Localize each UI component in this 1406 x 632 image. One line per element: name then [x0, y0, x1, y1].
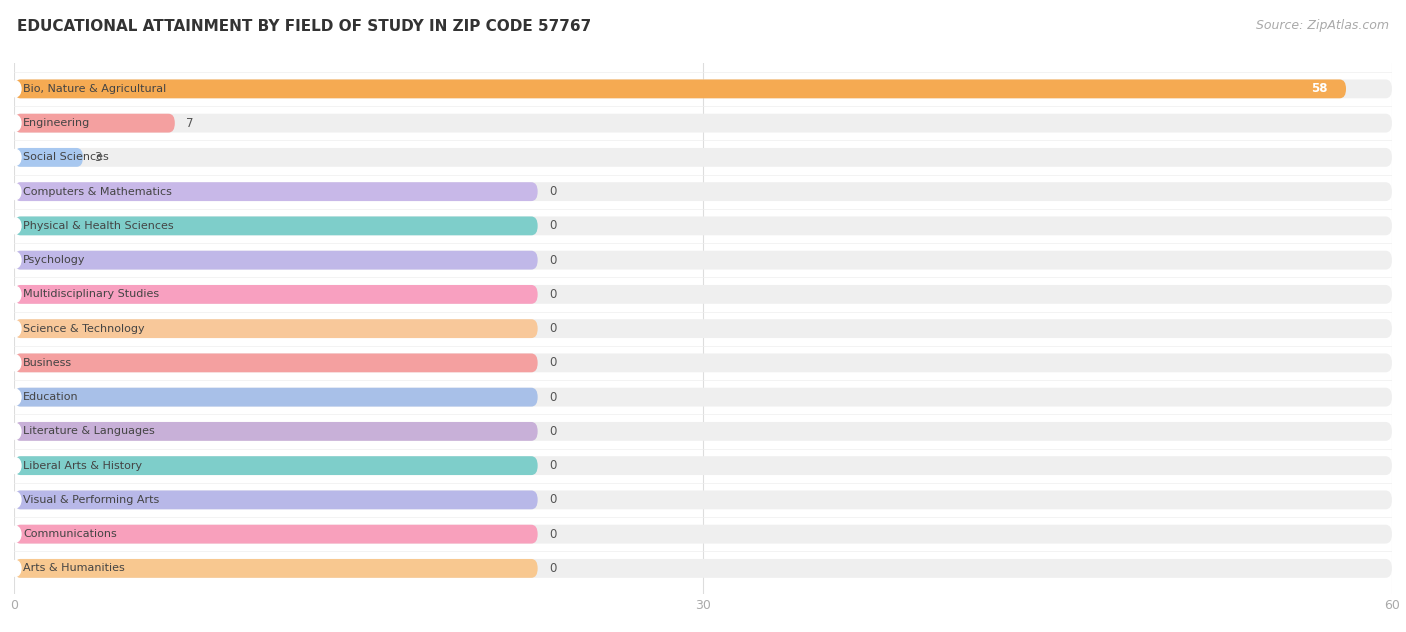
- FancyBboxPatch shape: [14, 525, 537, 544]
- Text: 0: 0: [550, 185, 557, 198]
- Text: EDUCATIONAL ATTAINMENT BY FIELD OF STUDY IN ZIP CODE 57767: EDUCATIONAL ATTAINMENT BY FIELD OF STUDY…: [17, 19, 591, 34]
- FancyBboxPatch shape: [14, 387, 537, 406]
- Text: Liberal Arts & History: Liberal Arts & History: [22, 461, 142, 471]
- Text: Education: Education: [22, 392, 79, 402]
- FancyBboxPatch shape: [14, 217, 537, 235]
- Text: 0: 0: [550, 494, 557, 506]
- Circle shape: [10, 184, 21, 200]
- Circle shape: [10, 252, 21, 268]
- FancyBboxPatch shape: [14, 319, 537, 338]
- Text: 0: 0: [550, 322, 557, 335]
- FancyBboxPatch shape: [14, 80, 1392, 99]
- Text: Bio, Nature & Agricultural: Bio, Nature & Agricultural: [22, 84, 166, 94]
- Text: Visual & Performing Arts: Visual & Performing Arts: [22, 495, 159, 505]
- FancyBboxPatch shape: [14, 353, 1392, 372]
- Text: 7: 7: [186, 117, 194, 130]
- Circle shape: [10, 389, 21, 405]
- FancyBboxPatch shape: [14, 251, 537, 270]
- FancyBboxPatch shape: [14, 80, 1346, 99]
- Text: Arts & Humanities: Arts & Humanities: [22, 563, 125, 573]
- FancyBboxPatch shape: [14, 422, 537, 441]
- Circle shape: [10, 81, 21, 97]
- FancyBboxPatch shape: [14, 456, 1392, 475]
- FancyBboxPatch shape: [14, 114, 1392, 133]
- Text: Physical & Health Sciences: Physical & Health Sciences: [22, 221, 173, 231]
- Circle shape: [10, 458, 21, 473]
- Text: Computers & Mathematics: Computers & Mathematics: [22, 186, 172, 197]
- FancyBboxPatch shape: [14, 490, 537, 509]
- Circle shape: [10, 286, 21, 302]
- FancyBboxPatch shape: [14, 422, 1392, 441]
- FancyBboxPatch shape: [14, 559, 537, 578]
- Circle shape: [10, 355, 21, 371]
- FancyBboxPatch shape: [14, 285, 1392, 304]
- FancyBboxPatch shape: [14, 319, 1392, 338]
- FancyBboxPatch shape: [14, 217, 1392, 235]
- Circle shape: [10, 320, 21, 337]
- FancyBboxPatch shape: [14, 182, 1392, 201]
- FancyBboxPatch shape: [14, 251, 1392, 270]
- Text: Science & Technology: Science & Technology: [22, 324, 145, 334]
- Circle shape: [10, 423, 21, 439]
- Text: 0: 0: [550, 425, 557, 438]
- FancyBboxPatch shape: [14, 353, 537, 372]
- Text: Engineering: Engineering: [22, 118, 90, 128]
- Text: Literature & Languages: Literature & Languages: [22, 427, 155, 436]
- Text: 0: 0: [550, 356, 557, 369]
- FancyBboxPatch shape: [14, 114, 174, 133]
- Text: 3: 3: [94, 151, 101, 164]
- FancyBboxPatch shape: [14, 559, 1392, 578]
- FancyBboxPatch shape: [14, 182, 537, 201]
- Circle shape: [10, 115, 21, 131]
- Text: Communications: Communications: [22, 529, 117, 539]
- FancyBboxPatch shape: [14, 490, 1392, 509]
- Circle shape: [10, 150, 21, 166]
- Circle shape: [10, 526, 21, 542]
- Circle shape: [10, 218, 21, 234]
- Text: 0: 0: [550, 219, 557, 233]
- Text: 0: 0: [550, 459, 557, 472]
- Text: 0: 0: [550, 288, 557, 301]
- FancyBboxPatch shape: [14, 285, 537, 304]
- Text: Social Sciences: Social Sciences: [22, 152, 108, 162]
- Text: Business: Business: [22, 358, 72, 368]
- Text: 0: 0: [550, 391, 557, 404]
- Circle shape: [10, 561, 21, 576]
- Text: 0: 0: [550, 562, 557, 575]
- FancyBboxPatch shape: [14, 148, 1392, 167]
- FancyBboxPatch shape: [14, 456, 537, 475]
- FancyBboxPatch shape: [14, 525, 1392, 544]
- Text: 58: 58: [1312, 82, 1327, 95]
- FancyBboxPatch shape: [14, 148, 83, 167]
- Circle shape: [10, 492, 21, 507]
- Text: Psychology: Psychology: [22, 255, 86, 265]
- Text: 0: 0: [550, 253, 557, 267]
- Text: Source: ZipAtlas.com: Source: ZipAtlas.com: [1256, 19, 1389, 32]
- Text: 0: 0: [550, 528, 557, 540]
- FancyBboxPatch shape: [14, 387, 1392, 406]
- Text: Multidisciplinary Studies: Multidisciplinary Studies: [22, 289, 159, 300]
